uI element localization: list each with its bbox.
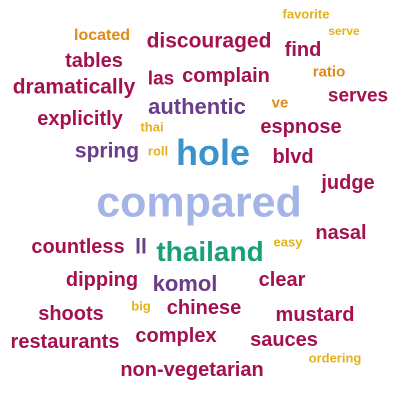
word-judge: judge [321,172,375,194]
word-find: find [284,39,322,61]
word-restaurants: restaurants [10,331,120,353]
word-ve: ve [271,94,289,112]
word-dipping: dipping [65,269,139,291]
word-las: las [147,68,175,90]
word-serve: serve [328,24,360,38]
word-mustard: mustard [275,304,355,326]
word-thai: thai [140,119,164,135]
word-ordering: ordering [308,350,362,366]
word-non-vegetarian: non-vegetarian [120,359,264,381]
word-hole: hole [175,132,251,173]
word-big: big [131,298,151,314]
word-explicitly: explicitly [37,108,123,130]
word-sauces: sauces [250,329,318,351]
word-shoots: shoots [38,303,104,325]
word-ll: ll [135,235,147,259]
word-compared: compared [96,178,302,227]
word-clear: clear [258,269,306,291]
word-nasal: nasal [315,222,367,244]
word-chinese: chinese [166,297,242,319]
word-authentic: authentic [148,94,246,119]
word-favorite: favorite [282,6,330,22]
word-ratio: ratio [312,63,346,81]
word-komol: komol [152,271,218,296]
word-complain: complain [182,65,270,87]
word-tables: tables [65,50,123,72]
word-roll: roll [147,143,169,159]
word-discouraged: discouraged [146,29,272,53]
word-spring: spring [74,139,140,163]
word-easy: easy [273,234,303,250]
word-countless: countless [31,236,125,258]
word-thailand: thailand [156,236,264,267]
word-complex: complex [135,325,217,347]
word-espnose: espnose [260,116,342,138]
word-blvd: blvd [272,146,314,168]
word-dramatically: dramatically [12,75,136,99]
word-located: located [73,27,131,44]
word-serves: serves [327,85,389,107]
